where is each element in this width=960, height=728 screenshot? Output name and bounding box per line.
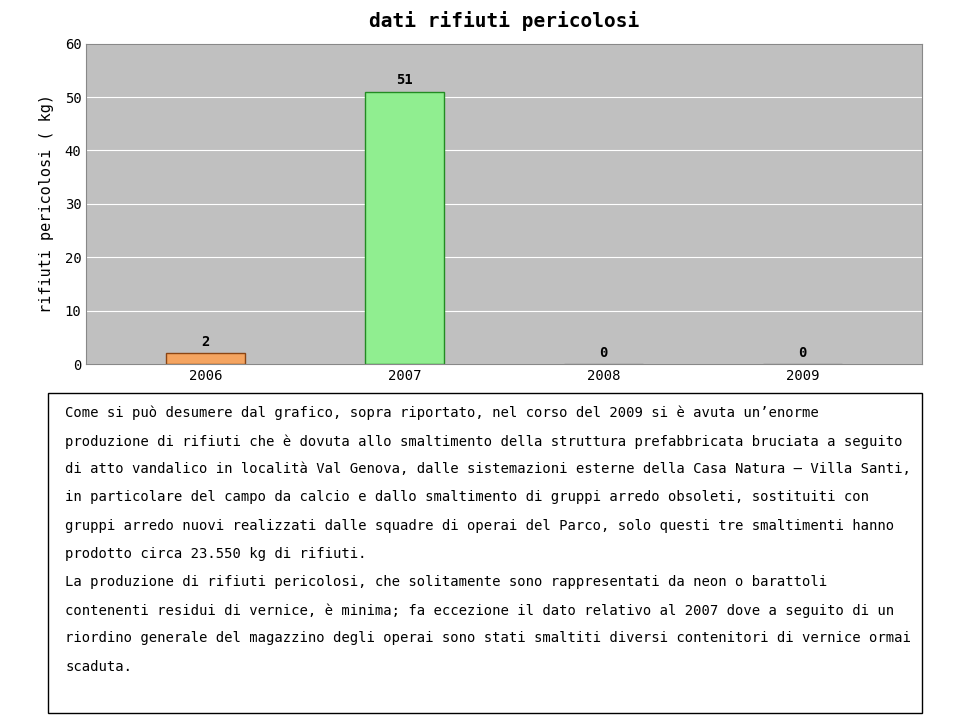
Bar bbox=[365, 92, 444, 364]
Bar bbox=[166, 353, 246, 364]
Text: 2: 2 bbox=[202, 335, 210, 349]
Text: di atto vandalico in località Val Genova, dalle sistemazioni esterne della Casa : di atto vandalico in località Val Genova… bbox=[65, 462, 911, 476]
X-axis label: anno: anno bbox=[484, 394, 524, 412]
Text: La produzione di rifiuti pericolosi, che solitamente sono rappresentati da neon : La produzione di rifiuti pericolosi, che… bbox=[65, 575, 828, 589]
Text: 51: 51 bbox=[396, 74, 413, 87]
Text: prodotto circa 23.550 kg di rifiuti.: prodotto circa 23.550 kg di rifiuti. bbox=[65, 547, 367, 561]
Text: produzione di rifiuti che è dovuta allo smaltimento della struttura prefabbricat: produzione di rifiuti che è dovuta allo … bbox=[65, 434, 903, 448]
Y-axis label: rifiuti pericolosi ( kg): rifiuti pericolosi ( kg) bbox=[38, 95, 54, 313]
Text: scaduta.: scaduta. bbox=[65, 660, 132, 673]
Text: contenenti residui di vernice, è minima; fa eccezione il dato relativo al 2007 d: contenenti residui di vernice, è minima;… bbox=[65, 604, 895, 618]
Text: gruppi arredo nuovi realizzati dalle squadre di operai del Parco, solo questi tr: gruppi arredo nuovi realizzati dalle squ… bbox=[65, 518, 895, 533]
Text: 0: 0 bbox=[599, 346, 608, 360]
Text: riordino generale del magazzino degli operai sono stati smaltiti diversi conteni: riordino generale del magazzino degli op… bbox=[65, 631, 911, 646]
Text: in particolare del campo da calcio e dallo smaltimento di gruppi arredo obsoleti: in particolare del campo da calcio e dal… bbox=[65, 491, 870, 505]
Text: Come si può desumere dal grafico, sopra riportato, nel corso del 2009 si è avuta: Come si può desumere dal grafico, sopra … bbox=[65, 406, 819, 421]
Title: dati rifiuti pericolosi: dati rifiuti pericolosi bbox=[369, 11, 639, 31]
Text: 0: 0 bbox=[798, 346, 806, 360]
